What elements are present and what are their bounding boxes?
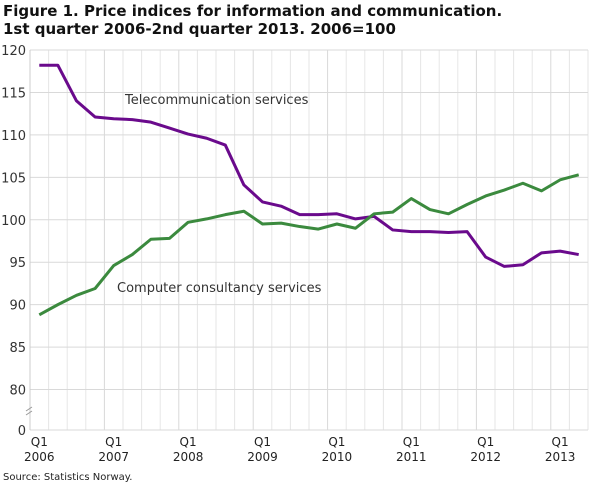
series-label-computer: Computer consultancy services bbox=[117, 281, 322, 296]
series-label-telecom: Telecommunication services bbox=[124, 93, 309, 108]
x-tick-year: 2012 bbox=[470, 450, 501, 464]
x-tick-quarter: Q1 bbox=[403, 435, 420, 449]
x-tick-year: 2013 bbox=[545, 450, 576, 464]
x-tick-quarter: Q1 bbox=[552, 435, 569, 449]
y-tick-label: 115 bbox=[1, 86, 26, 101]
x-tick-quarter: Q1 bbox=[105, 435, 122, 449]
y-tick-label: 100 bbox=[1, 214, 26, 229]
x-tick-quarter: Q1 bbox=[477, 435, 494, 449]
x-tick-year: 2007 bbox=[98, 450, 129, 464]
y-tick-label: 85 bbox=[9, 341, 26, 356]
source-note: Source: Statistics Norway. bbox=[3, 472, 133, 483]
y-tick-label: 120 bbox=[1, 44, 26, 59]
x-tick-quarter: Q1 bbox=[328, 435, 345, 449]
x-tick-year: 2006 bbox=[24, 450, 55, 464]
y-tick-label: 0 bbox=[18, 424, 26, 439]
x-tick-quarter: Q1 bbox=[180, 435, 197, 449]
x-tick-year: 2008 bbox=[173, 450, 204, 464]
x-tick-year: 2010 bbox=[322, 450, 353, 464]
x-tick-quarter: Q1 bbox=[31, 435, 48, 449]
x-tick-year: 2011 bbox=[396, 450, 427, 464]
y-tick-label: 105 bbox=[1, 171, 26, 186]
axis-break-icon bbox=[25, 406, 33, 416]
y-tick-label: 95 bbox=[9, 256, 26, 271]
chart-title: Figure 1. Price indices for information … bbox=[3, 2, 603, 38]
series-line-computer bbox=[38, 173, 580, 317]
x-tick-year: 2009 bbox=[247, 450, 278, 464]
title-line-1: Figure 1. Price indices for information … bbox=[3, 2, 503, 20]
title-line-2: 1st quarter 2006-2nd quarter 2013. 2006=… bbox=[3, 20, 396, 38]
series-line-telecom bbox=[39, 63, 579, 268]
y-tick-label: 90 bbox=[9, 299, 26, 314]
x-tick-quarter: Q1 bbox=[254, 435, 271, 449]
y-tick-label: 80 bbox=[9, 384, 26, 399]
y-tick-label: 110 bbox=[1, 129, 26, 144]
